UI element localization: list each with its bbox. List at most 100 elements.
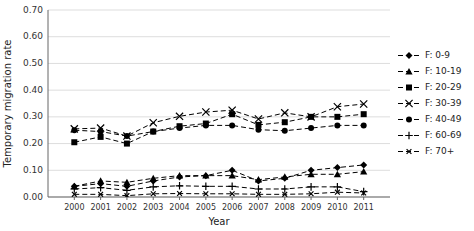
marker: [176, 113, 183, 120]
chart: 0.000.100.200.300.400.500.600.7020002001…: [0, 0, 474, 231]
marker: [334, 183, 342, 191]
grid-line: [48, 143, 390, 144]
marker: [361, 111, 367, 117]
legend-label: F: 60-69: [425, 130, 462, 140]
legend-label: F: 0-9: [425, 50, 450, 60]
marker: [150, 129, 156, 135]
marker: [361, 122, 367, 128]
marker: [123, 187, 131, 195]
series-line: [74, 186, 363, 192]
marker: [176, 172, 183, 178]
marker: [307, 183, 315, 191]
grid-line: [48, 170, 390, 171]
y-axis: [48, 10, 49, 197]
marker: [71, 139, 77, 145]
marker: [150, 119, 157, 126]
grid-line: [48, 36, 390, 37]
x-axis: [48, 197, 390, 198]
marker: [124, 133, 130, 139]
series-line: [74, 192, 363, 195]
legend-swatch-marker: [405, 68, 412, 74]
series-line: [74, 125, 363, 136]
marker: [281, 173, 288, 179]
marker: [255, 115, 262, 122]
y-tick-label: 0.40: [23, 85, 43, 95]
legend-swatch-marker: [406, 117, 412, 123]
x-tick-label: 2001: [90, 203, 110, 212]
marker: [71, 125, 78, 132]
marker: [308, 125, 314, 131]
legend-label: F: 70+: [425, 146, 454, 156]
marker: [360, 100, 367, 107]
marker: [255, 176, 262, 182]
marker: [123, 179, 130, 185]
marker: [360, 161, 367, 168]
marker: [72, 192, 77, 197]
x-tick-label: 2000: [64, 203, 84, 212]
marker: [202, 172, 209, 178]
marker: [98, 192, 103, 197]
marker: [230, 191, 235, 196]
legend-swatch-marker: [407, 149, 412, 154]
x-tick-label: 2004: [169, 203, 189, 212]
legend-swatch-marker: [405, 100, 412, 107]
plot-data: [71, 100, 368, 197]
marker: [71, 127, 77, 133]
series: [71, 182, 368, 195]
marker: [97, 177, 104, 183]
marker: [229, 107, 236, 114]
x-tick-label: 2002: [117, 203, 137, 212]
marker: [203, 191, 208, 196]
marker: [98, 134, 104, 140]
marker: [360, 168, 367, 174]
marker: [335, 190, 340, 195]
marker: [229, 122, 235, 128]
series-line: [74, 104, 363, 136]
marker: [256, 192, 261, 197]
marker: [334, 164, 341, 171]
legend-label: F: 20-29: [425, 82, 462, 92]
marker: [281, 109, 288, 116]
legend-label: F: 30-39: [425, 98, 462, 108]
marker: [176, 182, 184, 190]
marker: [125, 193, 130, 197]
x-tick-label: 2008: [275, 203, 295, 212]
grid: [48, 10, 390, 197]
marker: [71, 185, 79, 193]
marker: [177, 125, 183, 131]
marker: [360, 188, 368, 196]
marker: [203, 122, 209, 128]
marker: [255, 185, 263, 193]
legend-swatch-marker: [405, 132, 413, 140]
marker: [228, 183, 236, 191]
x-axis-label: Year: [207, 216, 230, 227]
series-line: [74, 165, 363, 186]
series: [71, 161, 367, 189]
x-tick-label: 2005: [196, 203, 216, 212]
series: [71, 122, 366, 139]
marker: [124, 141, 130, 147]
grid-line: [48, 90, 390, 91]
x-tick-label: 2011: [354, 203, 374, 212]
y-tick-label: 0.30: [23, 111, 43, 121]
grid-line: [48, 63, 390, 64]
x-tick-label: 2003: [143, 203, 163, 212]
y-tick-label: 0.00: [23, 192, 43, 202]
marker: [309, 191, 314, 196]
marker: [202, 183, 210, 191]
marker: [255, 127, 261, 133]
marker: [229, 172, 236, 178]
x-tick-label: 2007: [248, 203, 268, 212]
series: [71, 111, 366, 146]
legend-swatch-marker: [406, 52, 413, 59]
y-tick-label: 0.60: [23, 31, 43, 41]
marker: [334, 114, 340, 120]
series: [72, 190, 366, 197]
marker: [334, 103, 341, 110]
series-line: [74, 114, 363, 143]
marker: [282, 128, 288, 134]
marker: [334, 122, 340, 128]
y-tick-label: 0.20: [23, 138, 43, 148]
marker: [334, 171, 341, 177]
marker: [281, 185, 289, 193]
